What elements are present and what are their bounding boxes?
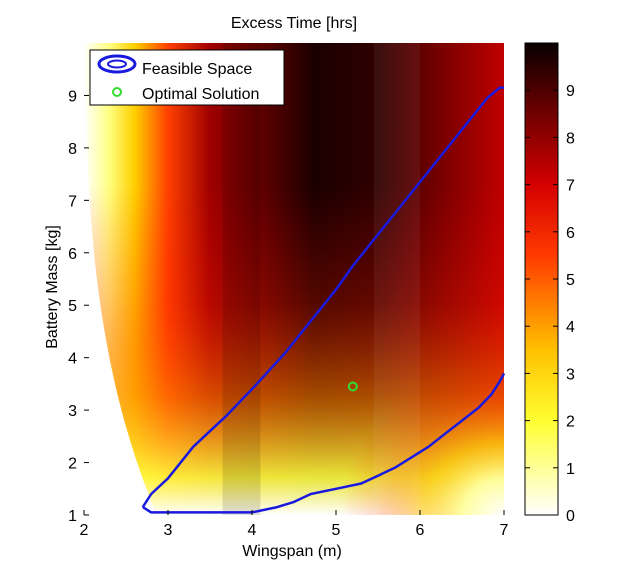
x-tick-label: 6 bbox=[416, 522, 425, 539]
colorbar-tick-label: 1 bbox=[566, 461, 575, 478]
colorbar-tick-label: 8 bbox=[566, 130, 575, 147]
colorbar-tick-label: 5 bbox=[566, 272, 575, 289]
feasible-boundary-upper bbox=[141, 86, 504, 508]
colorbar-tick-label: 9 bbox=[566, 83, 575, 100]
y-tick-label: 2 bbox=[68, 456, 77, 473]
legend-ellipse-icon bbox=[97, 54, 137, 74]
y-tick-label: 6 bbox=[68, 246, 77, 263]
heatmap-column-band bbox=[222, 43, 261, 515]
y-tick-label: 4 bbox=[68, 351, 77, 368]
y-tick-label: 5 bbox=[68, 298, 77, 315]
colorbar-tick-label: 4 bbox=[566, 319, 575, 336]
heatmap-area bbox=[84, 43, 504, 515]
y-axis-label: Battery Mass [kg] bbox=[44, 225, 61, 349]
colorbar-ticks: 0 1 2 3 4 5 6 7 8 9 bbox=[525, 83, 575, 525]
optimal-solution-layer bbox=[347, 381, 358, 392]
x-tick-label: 4 bbox=[248, 522, 257, 539]
y-tick-label: 3 bbox=[68, 403, 77, 420]
x-tick-label: 5 bbox=[332, 522, 341, 539]
x-tick-label: 2 bbox=[80, 522, 89, 539]
colorbar-tick-label: 2 bbox=[566, 414, 575, 431]
x-tick-label: 3 bbox=[164, 522, 173, 539]
x-tick-label: 7 bbox=[500, 522, 509, 539]
colorbar-tick-label: 3 bbox=[566, 366, 575, 383]
legend-ellipse-inner-icon bbox=[107, 59, 127, 69]
heatmap-corner-glow bbox=[268, 305, 504, 515]
legend-circle-icon bbox=[112, 87, 122, 97]
y-tick-label: 1 bbox=[68, 508, 77, 525]
colorbar-tick-label: 0 bbox=[566, 508, 575, 525]
colorbar: 0 1 2 3 4 5 6 7 8 9 bbox=[524, 42, 575, 525]
optimal-solution-marker bbox=[347, 381, 358, 392]
colorbar-gradient bbox=[524, 42, 559, 516]
x-axis: 2 3 4 5 6 7 bbox=[80, 510, 509, 539]
y-tick-label: 9 bbox=[68, 88, 77, 105]
y-axis: 1 2 3 4 5 6 7 8 9 bbox=[68, 88, 89, 525]
legend-label-optimal: Optimal Solution bbox=[142, 86, 259, 103]
heatmap-column-band bbox=[373, 43, 420, 515]
legend: Feasible Space Optimal Solution bbox=[89, 49, 285, 106]
legend-label-feasible: Feasible Space bbox=[142, 61, 252, 78]
x-axis-label: Wingspan (m) bbox=[242, 543, 342, 560]
colorbar-tick-label: 6 bbox=[566, 225, 575, 242]
chart-title: Excess Time [hrs] bbox=[231, 15, 357, 32]
legend-box bbox=[89, 49, 285, 106]
y-tick-label: 8 bbox=[68, 141, 77, 158]
colorbar-tick-label: 7 bbox=[566, 178, 575, 195]
y-tick-label: 7 bbox=[68, 193, 77, 210]
